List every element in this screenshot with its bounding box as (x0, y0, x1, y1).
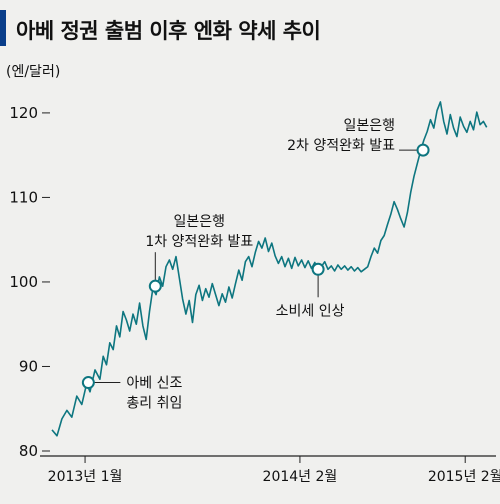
x-tick-label: 2014년 2월 (263, 469, 338, 485)
x-tick-label: 2013년 1월 (48, 469, 123, 485)
annotation-text: 일본은행 (174, 214, 226, 230)
x-tick-label: 2015년 2월 (428, 469, 500, 485)
annotation-text: 1차 양적완화 발표 (145, 234, 253, 250)
y-tick-label: 100 (9, 273, 38, 291)
annotation-marker (311, 262, 325, 276)
y-axis: 80 90 100 110 120 (9, 104, 50, 460)
annotation-marker (416, 143, 430, 157)
annotation-marker (81, 376, 95, 390)
annotation-text: 소비세 인상 (276, 303, 345, 319)
annotation: 일본은행 2차 양적완화 발표 (287, 118, 430, 157)
annotation-text: 2차 양적완화 발표 (287, 138, 395, 154)
y-tick-label: 80 (19, 442, 38, 460)
annotation: 일본은행 1차 양적완화 발표 (145, 214, 253, 293)
y-tick-label: 110 (9, 188, 38, 206)
annotation-text: 아베 신조 (126, 376, 182, 392)
series-line (51, 101, 488, 437)
annotation: 소비세 인상 (276, 262, 345, 319)
y-unit-label: (엔/달러) (6, 64, 60, 80)
y-tick-label: 120 (9, 104, 38, 122)
annotation-marker (148, 279, 162, 293)
annotation-text: 일본은행 (344, 118, 396, 134)
chart-title: 아베 정권 출범 이후 엔화 약세 추이 (16, 19, 320, 43)
annotation-text: 총리 취임 (126, 396, 182, 412)
y-tick-label: 90 (19, 357, 38, 375)
x-axis: 2013년 1월 2014년 2월 2015년 2월 (48, 456, 500, 485)
title-accent-bar (0, 10, 6, 46)
